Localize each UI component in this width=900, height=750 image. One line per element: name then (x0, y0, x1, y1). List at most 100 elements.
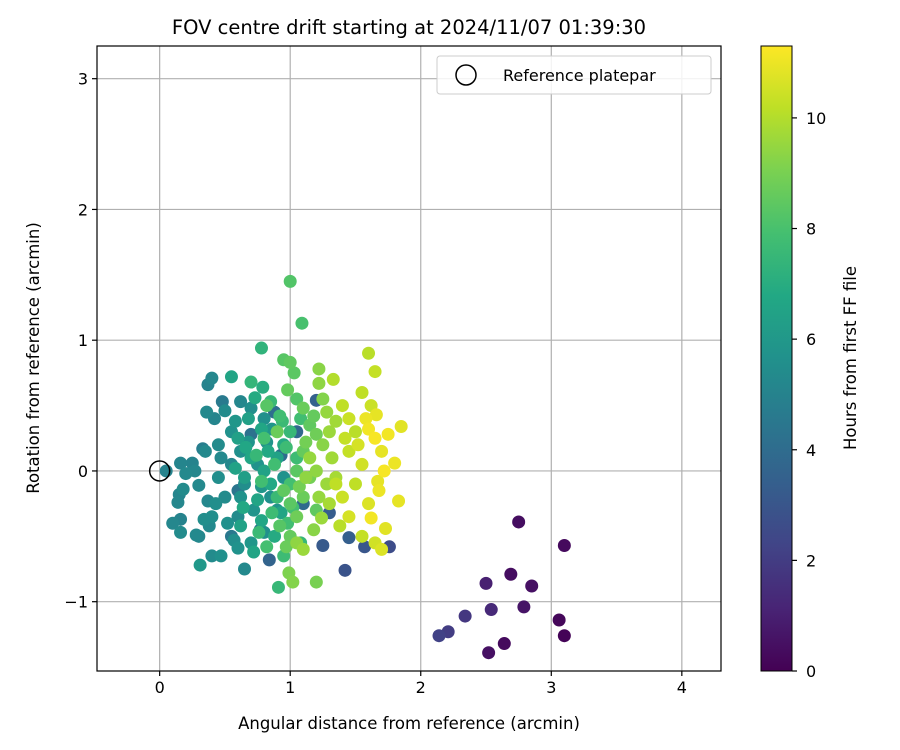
data-point (254, 474, 268, 488)
data-point (221, 516, 235, 530)
data-point (388, 456, 402, 470)
data-point (290, 464, 304, 478)
data-point (338, 431, 352, 445)
x-tick-label: 3 (546, 678, 556, 697)
data-point (279, 540, 293, 554)
data-point (281, 383, 295, 397)
data-point (214, 549, 228, 563)
data-point (209, 497, 223, 511)
y-tick-label: 3 (78, 70, 88, 89)
data-point (342, 412, 356, 426)
data-point (218, 404, 232, 418)
chart-title: FOV centre drift starting at 2024/11/07 … (172, 16, 646, 39)
data-point (379, 521, 393, 535)
data-point (260, 540, 274, 554)
data-point (348, 425, 362, 439)
data-point (309, 575, 323, 589)
data-point (247, 545, 261, 559)
data-point (290, 510, 304, 524)
data-point (316, 438, 330, 452)
data-point (238, 470, 252, 484)
colorbar-tick-label: 8 (806, 220, 816, 239)
data-point (254, 341, 268, 355)
legend: Reference platepar (436, 55, 712, 95)
data-point (189, 528, 203, 542)
x-tick-label: 0 (155, 678, 165, 697)
y-tick-label: −1 (64, 593, 88, 612)
data-point (338, 563, 352, 577)
data-point (312, 362, 326, 376)
colorbar-tick-label: 0 (806, 662, 816, 681)
data-point (286, 575, 300, 589)
data-point (369, 408, 383, 422)
colorbar-tick-label: 10 (806, 109, 826, 128)
colorbar-tick-label: 4 (806, 441, 816, 460)
data-point (299, 435, 313, 449)
data-point (198, 444, 212, 458)
data-point (228, 461, 242, 475)
data-point (205, 549, 219, 563)
data-point (322, 497, 336, 511)
data-point (166, 516, 180, 530)
data-point (342, 510, 356, 524)
data-point (320, 405, 334, 419)
data-point (234, 395, 248, 409)
data-point (294, 412, 308, 426)
data-point (244, 401, 258, 415)
data-point (265, 506, 279, 520)
data-point (368, 365, 382, 379)
data-point (479, 576, 493, 590)
data-point (320, 477, 334, 491)
data-point (368, 431, 382, 445)
data-point (372, 484, 386, 498)
data-point (504, 567, 518, 581)
x-axis-label: Angular distance from reference (arcmin) (238, 714, 580, 733)
data-point (257, 431, 271, 445)
data-point (342, 531, 356, 545)
data-point (482, 646, 496, 660)
data-point (268, 529, 282, 543)
data-point (322, 425, 336, 439)
colorbar-tick-label: 2 (806, 551, 816, 570)
data-point (193, 558, 207, 572)
reference-platepar-marker (148, 460, 171, 482)
data-point (252, 525, 266, 539)
data-point (241, 412, 255, 426)
data-point (214, 451, 228, 465)
data-point (296, 490, 310, 504)
data-point (228, 414, 242, 428)
x-tick-label: 4 (677, 678, 687, 697)
data-point (239, 440, 253, 454)
data-point (432, 629, 446, 643)
legend-box (436, 55, 712, 95)
data-point (359, 412, 373, 426)
data-point (251, 493, 265, 507)
data-point (303, 451, 317, 465)
data-point (262, 553, 276, 567)
data-point (224, 370, 238, 384)
data-point (279, 440, 293, 454)
data-point (287, 366, 301, 380)
data-point (290, 392, 304, 406)
data-point (174, 456, 188, 470)
data-point (362, 497, 376, 511)
data-point (236, 501, 250, 515)
data-point (197, 512, 211, 526)
data-point (552, 613, 566, 627)
data-point (335, 399, 349, 413)
reference-legend-marker-icon (455, 64, 477, 86)
plot-frame (96, 45, 722, 672)
data-point (238, 562, 252, 576)
x-tick-label: 2 (416, 678, 426, 697)
data-point (231, 431, 245, 445)
data-point (211, 470, 225, 484)
data-point (257, 412, 271, 426)
data-point (557, 538, 571, 552)
data-point (257, 464, 271, 478)
data-points (159, 274, 571, 660)
x-tick-label: 1 (285, 678, 295, 697)
data-point (329, 477, 343, 491)
grid-lines (97, 46, 721, 671)
data-point (517, 600, 531, 614)
data-point (273, 409, 287, 423)
